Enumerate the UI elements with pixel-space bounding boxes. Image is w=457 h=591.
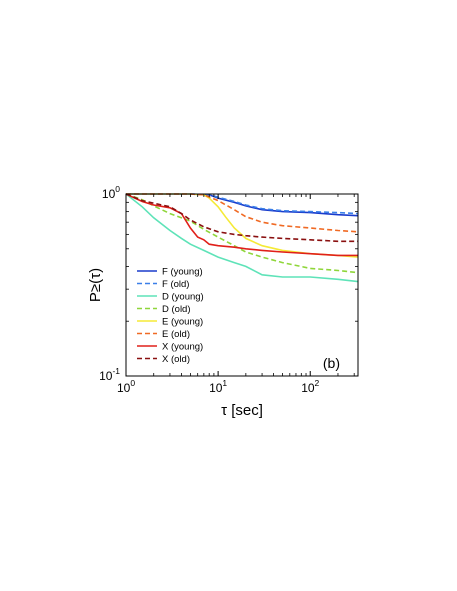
plot-frame bbox=[125, 193, 359, 377]
panel-label: (b) bbox=[323, 355, 340, 371]
y-tick-label-0: 10-1 bbox=[99, 366, 120, 383]
series-line-2 bbox=[125, 193, 359, 283]
legend-label-2: D (young) bbox=[162, 292, 204, 303]
x-tick-label-0: 100 bbox=[117, 378, 135, 395]
y-axis-label: P≥(τ) bbox=[87, 268, 104, 302]
series-line-3 bbox=[125, 193, 359, 274]
x-tick-label-1: 101 bbox=[209, 378, 227, 395]
legend-label-7: X (old) bbox=[162, 354, 190, 365]
legend: F (young)F (old) D (young)D (old) E (young… bbox=[137, 267, 204, 365]
series-layer bbox=[125, 193, 359, 283]
series-line-5 bbox=[126, 193, 359, 233]
plot-background bbox=[126, 194, 358, 376]
series-line-7 bbox=[125, 193, 358, 243]
series-line-6 bbox=[125, 193, 358, 257]
x-axis-label: τ [sec] bbox=[221, 402, 263, 419]
legend-label-6: X (young) bbox=[162, 342, 203, 353]
x-tick-label-2: 102 bbox=[301, 378, 319, 395]
legend-label-5: E (old) bbox=[162, 329, 190, 340]
legend-label-4: E (young) bbox=[162, 317, 203, 328]
legend-label-0: F (young) bbox=[162, 267, 203, 278]
legend-label-3: D (old) bbox=[162, 304, 191, 315]
legend-label-1: F (old) bbox=[162, 279, 189, 290]
y-tick-label-1: 100 bbox=[102, 184, 120, 201]
